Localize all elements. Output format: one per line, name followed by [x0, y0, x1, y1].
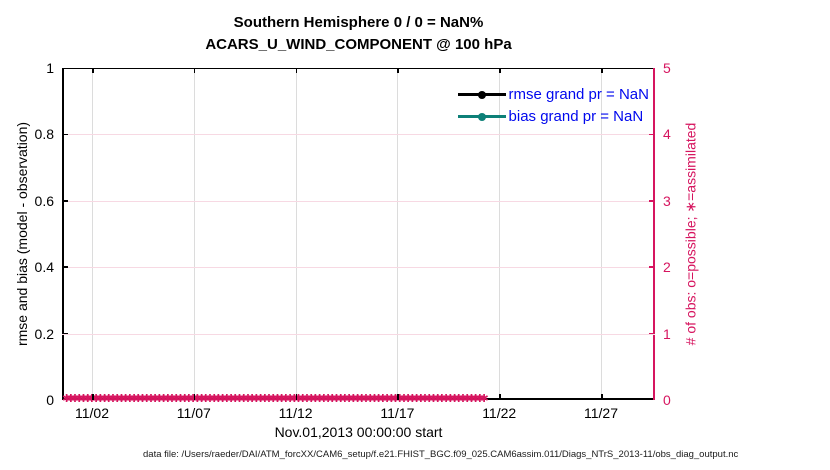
left-y-tick-label: 0 — [46, 392, 54, 408]
legend-marker-icon — [477, 90, 486, 99]
right-y-tick-label: 2 — [663, 259, 671, 276]
left-y-tick-label: 0.2 — [34, 325, 54, 342]
x-axis-tick — [601, 394, 603, 400]
x-axis-tick — [92, 394, 94, 400]
gridline-vertical — [193, 68, 195, 400]
left-y-tick-label: 0.8 — [34, 126, 54, 143]
axis-spine-left — [62, 68, 64, 400]
x-axis-tick — [397, 394, 399, 400]
gridline-vertical — [601, 68, 602, 400]
left-y-tick-label: 1 — [46, 60, 54, 76]
chart-title-line2: ACARS_U_WIND_COMPONENT @ 100 hPa — [205, 36, 512, 53]
right-y-axis-tick — [649, 200, 655, 202]
right-y-axis-label: # of obs: o=possible; ∗=assimilated — [682, 122, 699, 346]
right-y-axis-tick — [649, 332, 655, 335]
x-axis-tick-top — [601, 68, 603, 73]
gridline-horizontal — [62, 200, 655, 202]
axis-spine-right — [653, 68, 655, 400]
axis-spine-top — [62, 68, 655, 69]
legend: rmse grand pr = NaN bias grand pr = NaN — [457, 84, 649, 127]
legend-item: bias grand pr = NaN — [457, 106, 649, 127]
gridline-horizontal — [62, 134, 655, 136]
datafile-path-text: data file: /Users/raeder/DAI/ATM_forcXX/… — [143, 449, 739, 460]
right-y-tick-label: 4 — [663, 126, 671, 143]
left-y-axis-tick — [62, 332, 68, 335]
gridline-vertical — [499, 68, 501, 400]
left-y-tick-label: 0.6 — [34, 192, 54, 209]
legend-line-sample — [457, 112, 506, 121]
legend-item-label: bias grand pr = NaN — [508, 108, 644, 125]
left-y-axis-tick — [62, 266, 68, 268]
legend-item-label: rmse grand pr = NaN — [508, 86, 649, 103]
x-axis-tick-top — [397, 68, 399, 73]
x-tick-label: 11/02 — [75, 405, 109, 421]
x-axis-label: Nov.01,2013 00:00:00 start — [274, 424, 443, 440]
legend-line-sample — [457, 90, 506, 99]
legend-marker-icon — [477, 112, 486, 121]
gridline-horizontal — [62, 267, 655, 269]
right-y-axis-tick — [649, 133, 655, 136]
x-axis-tick-top — [499, 68, 501, 73]
right-y-tick-label: 1 — [663, 325, 671, 342]
legend-item: rmse grand pr = NaN — [457, 84, 649, 105]
gridline-vertical — [92, 68, 93, 400]
left-y-tick-label: 0.4 — [34, 259, 54, 276]
right-y-tick-label: 0 — [663, 392, 671, 408]
x-axis-tick-top — [193, 68, 196, 73]
obs-count-marker-band: ✱✱✱✱✱✱✱✱✱✱✱✱✱✱✱✱✱✱✱✱✱✱✱✱✱✱✱✱✱✱✱✱✱✱✱✱✱✱✱✱… — [62, 393, 489, 405]
right-y-tick-label: 3 — [663, 192, 671, 209]
gridline-vertical — [397, 68, 399, 400]
x-axis-tick — [295, 394, 298, 400]
x-tick-label: 11/12 — [278, 405, 313, 421]
x-tick-label: 11/17 — [380, 405, 415, 421]
x-axis-tick-top — [92, 68, 94, 73]
x-axis-tick — [499, 394, 501, 400]
left-y-axis-tick — [62, 200, 68, 202]
chart-title-line1: Southern Hemisphere 0 / 0 = NaN% — [233, 14, 484, 31]
right-y-axis-tick — [649, 266, 655, 268]
gridline-vertical — [295, 68, 297, 400]
plot-area: ✱✱✱✱✱✱✱✱✱✱✱✱✱✱✱✱✱✱✱✱✱✱✱✱✱✱✱✱✱✱✱✱✱✱✱✱✱✱✱✱… — [35, 60, 671, 421]
chart-title: Southern Hemisphere 0 / 0 = NaN% ACARS_U… — [62, 12, 655, 56]
gridline-horizontal — [62, 333, 655, 335]
x-tick-label: 11/07 — [176, 405, 211, 421]
axis-spine-bottom — [62, 398, 655, 400]
right-y-tick-label: 5 — [663, 60, 671, 76]
x-axis-tick — [193, 394, 196, 400]
x-tick-label: 11/22 — [482, 405, 517, 421]
x-tick-label: 11/27 — [584, 405, 618, 421]
x-axis-tick-top — [295, 68, 298, 73]
left-y-axis-tick — [62, 133, 68, 136]
left-y-axis-label: rmse and bias (model - observation) — [14, 121, 30, 347]
